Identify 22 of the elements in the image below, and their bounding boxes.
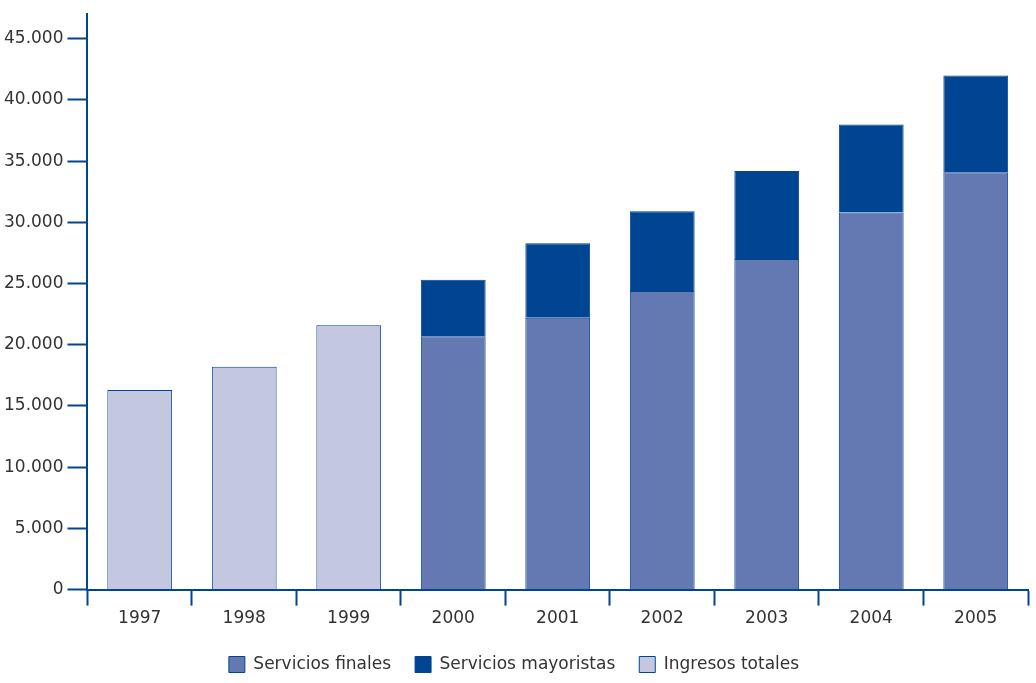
y-tick-label: 10.000 bbox=[4, 455, 64, 476]
x-tick-label: 2005 bbox=[954, 607, 998, 628]
legend-label: Servicios finales bbox=[253, 652, 392, 673]
y-tick-label: 40.000 bbox=[4, 88, 64, 109]
y-tick-label: 25.000 bbox=[4, 271, 64, 292]
x-tick-label: 2003 bbox=[745, 607, 789, 628]
x-tick-label: 1997 bbox=[118, 607, 162, 628]
x-tick-label: 2002 bbox=[640, 607, 684, 628]
y-tick-label: 35.000 bbox=[4, 149, 64, 170]
y-tick-label: 45.000 bbox=[4, 27, 64, 48]
legend-label: Ingresos totales bbox=[663, 652, 800, 673]
x-tick-label: 2001 bbox=[536, 607, 580, 628]
y-tick-label: 5.000 bbox=[14, 516, 64, 537]
x-tick-label: 1999 bbox=[327, 607, 371, 628]
y-tick-label: 15.000 bbox=[4, 394, 64, 415]
legend-label: Servicios mayoristas bbox=[439, 652, 616, 673]
x-tick-label: 1998 bbox=[222, 607, 266, 628]
y-tick-label: 0 bbox=[52, 578, 64, 599]
x-tick-label: 2004 bbox=[849, 607, 893, 628]
y-tick-label: 20.000 bbox=[4, 333, 64, 354]
y-tick-label: 30.000 bbox=[4, 210, 64, 231]
x-tick-label: 2000 bbox=[431, 607, 475, 628]
